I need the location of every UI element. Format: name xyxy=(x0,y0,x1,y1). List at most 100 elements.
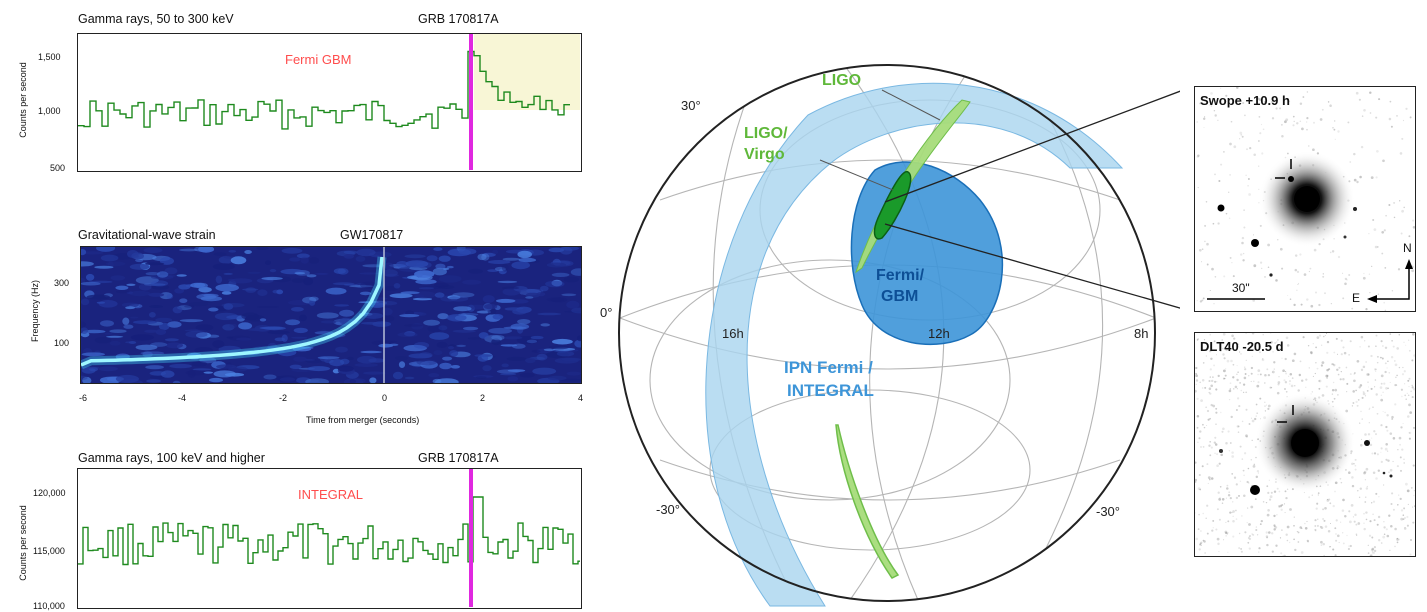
sky-noise-grain xyxy=(1290,384,1294,388)
dlt40-image-panel xyxy=(1194,332,1416,557)
sky-noise-grain xyxy=(1407,379,1410,382)
sky-noise-grain xyxy=(1323,554,1325,556)
sky-noise-grain xyxy=(1353,178,1357,182)
spectrogram-speckle xyxy=(307,366,330,372)
sky-noise-grain xyxy=(1396,374,1398,377)
galaxy-core xyxy=(1294,186,1320,212)
sky-noise-grain xyxy=(1296,530,1298,533)
sky-noise-grain xyxy=(1383,301,1385,304)
spectrogram-speckle xyxy=(506,356,527,361)
sky-noise-grain xyxy=(1272,370,1275,374)
sky-noise-grain xyxy=(1274,341,1277,345)
sky-noise-grain xyxy=(1307,540,1309,543)
sky-noise-grain xyxy=(1373,430,1376,433)
sky-noise-grain xyxy=(1220,411,1222,414)
sky-noise-grain xyxy=(1396,465,1399,468)
sky-noise-grain xyxy=(1396,537,1399,540)
sky-noise-grain xyxy=(1218,179,1221,183)
sky-noise-grain xyxy=(1296,122,1299,125)
spectrogram-speckle xyxy=(429,332,450,340)
spectrogram-speckle xyxy=(540,285,549,292)
spectrogram-speckle xyxy=(453,306,472,312)
sky-noise-grain xyxy=(1304,527,1308,530)
sky-noise-grain xyxy=(1293,516,1295,518)
sky-noise-grain xyxy=(1210,105,1213,107)
sky-noise-grain xyxy=(1201,248,1204,251)
sky-noise-grain xyxy=(1214,173,1216,176)
sky-noise-grain xyxy=(1376,523,1379,526)
sky-noise-grain xyxy=(1382,159,1385,163)
sky-noise-grain xyxy=(1289,541,1291,544)
sky-noise-grain xyxy=(1344,515,1347,518)
spectrogram-speckle xyxy=(418,352,433,359)
spectrogram-speckle xyxy=(468,268,483,274)
sky-noise-grain xyxy=(1399,469,1403,472)
sky-noise-grain xyxy=(1352,516,1354,518)
sky-noise-grain xyxy=(1359,175,1362,179)
spectrogram-speckle xyxy=(166,342,183,349)
field-star xyxy=(1382,471,1386,475)
sky-noise-grain xyxy=(1195,379,1199,382)
sky-noise-grain xyxy=(1352,390,1355,393)
sky-noise-grain xyxy=(1207,418,1210,421)
spectrogram-speckle xyxy=(576,335,581,342)
sky-noise-grain xyxy=(1228,389,1232,393)
sky-noise-grain xyxy=(1293,538,1295,541)
sky-noise-grain xyxy=(1367,552,1370,554)
sky-noise-grain xyxy=(1205,517,1207,520)
sky-noise-grain xyxy=(1388,203,1391,207)
sky-noise-grain xyxy=(1265,531,1268,534)
sky-noise-grain xyxy=(1391,415,1394,419)
zoom-pointer-bottom xyxy=(884,223,1180,309)
sky-noise-grain xyxy=(1394,383,1397,387)
sky-noise-grain xyxy=(1410,539,1412,541)
sky-noise-grain xyxy=(1363,471,1366,475)
sky-noise-grain xyxy=(1368,439,1371,441)
sky-noise-grain xyxy=(1199,543,1202,546)
sky-noise-grain xyxy=(1200,399,1203,402)
sky-noise-grain xyxy=(1302,336,1305,339)
sky-noise-grain xyxy=(1321,394,1325,397)
sky-noise-grain xyxy=(1393,201,1396,204)
sky-noise-grain xyxy=(1340,521,1342,523)
sky-noise-grain xyxy=(1349,373,1352,376)
spectrogram-speckle xyxy=(212,263,235,270)
sky-noise-grain xyxy=(1400,517,1404,521)
sky-noise-grain xyxy=(1227,532,1229,534)
sky-noise-grain xyxy=(1398,494,1400,496)
sky-noise-grain xyxy=(1356,180,1359,184)
sky-noise-grain xyxy=(1259,224,1262,227)
spectrogram-speckle xyxy=(526,288,544,294)
sky-noise-grain xyxy=(1262,501,1265,503)
sky-noise-grain xyxy=(1273,528,1276,531)
spectrogram-speckle xyxy=(536,353,548,361)
sky-noise-grain xyxy=(1335,337,1338,340)
sky-noise-grain xyxy=(1328,545,1331,548)
sky-noise-grain xyxy=(1195,537,1199,541)
sky-noise-grain xyxy=(1332,363,1336,367)
sky-noise-grain xyxy=(1334,490,1336,493)
spectrogram-speckle xyxy=(427,325,443,332)
spectrogram-speckle xyxy=(156,271,169,278)
gbm-panel-title: Gamma rays, 50 to 300 keV xyxy=(78,12,234,26)
spectrogram-speckle xyxy=(354,363,379,367)
gbm-y-tick: 1,000 xyxy=(38,106,61,116)
sky-noise-grain xyxy=(1204,240,1206,243)
sky-noise-grain xyxy=(1215,411,1218,414)
sky-noise-grain xyxy=(1402,119,1405,122)
sky-noise-grain xyxy=(1398,436,1402,440)
integral-plot-frame xyxy=(77,468,582,609)
sky-noise-grain xyxy=(1329,522,1332,525)
sky-noise-grain xyxy=(1360,410,1362,413)
sky-noise-grain xyxy=(1298,373,1302,377)
sky-noise-grain xyxy=(1251,355,1253,357)
spectrogram-speckle xyxy=(507,369,526,372)
spectrogram-speckle xyxy=(519,372,535,378)
sky-noise-grain xyxy=(1401,209,1404,213)
spectrogram-speckle xyxy=(116,290,130,294)
sky-noise-grain xyxy=(1337,255,1341,259)
sky-noise-grain xyxy=(1258,551,1260,553)
sky-noise-grain xyxy=(1344,282,1347,286)
sky-noise-grain xyxy=(1331,389,1335,392)
spectrogram-speckle xyxy=(423,319,440,326)
